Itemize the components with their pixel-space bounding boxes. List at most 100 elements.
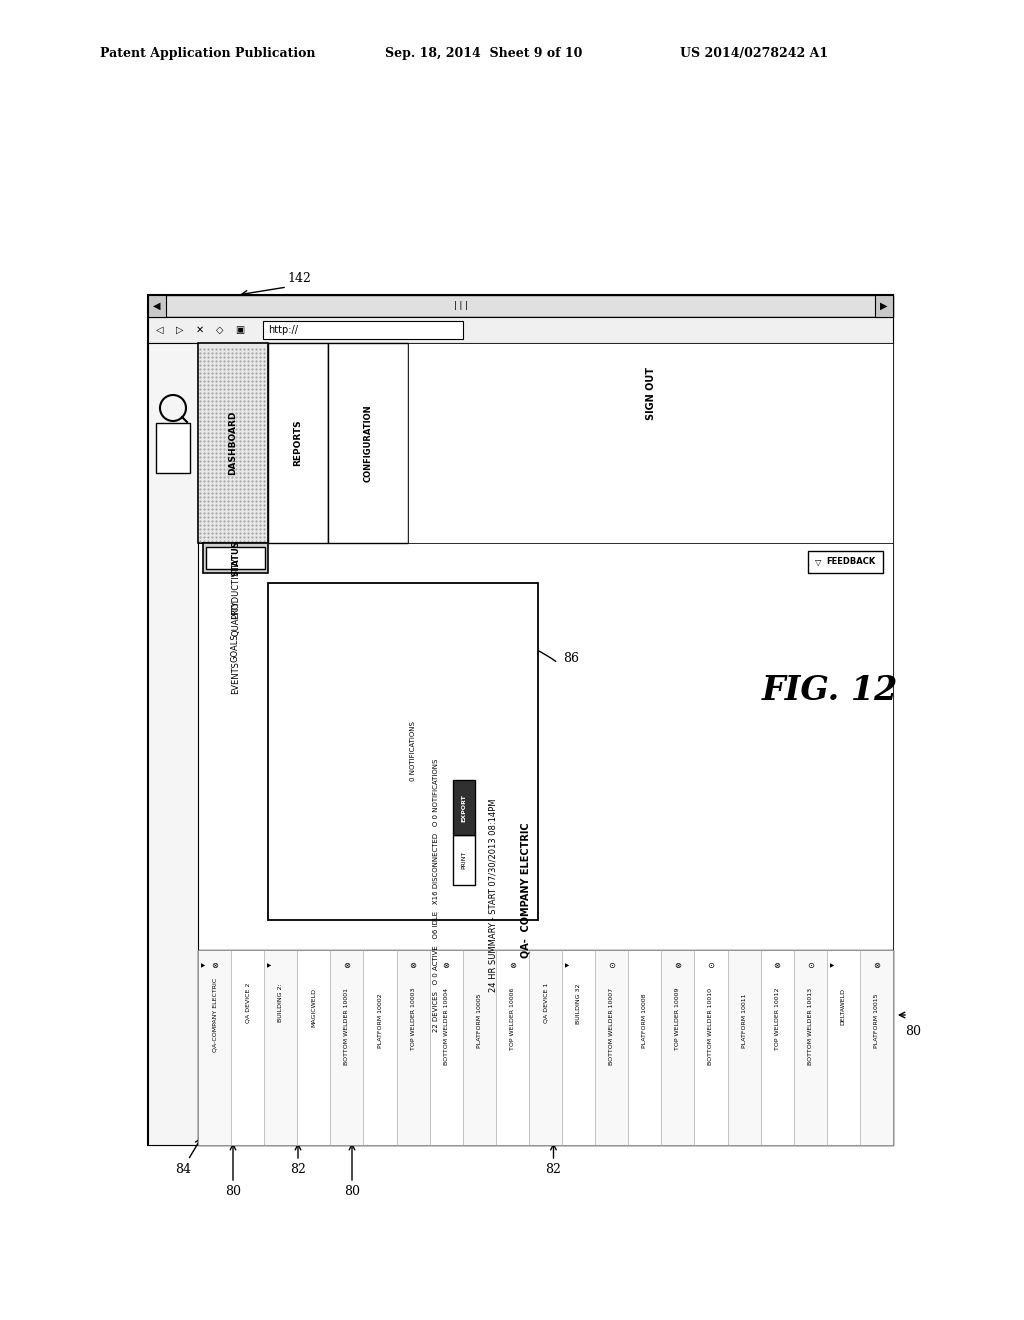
- Bar: [148, 294, 893, 317]
- Text: 82: 82: [546, 1163, 561, 1176]
- Text: PLATFORM 10011: PLATFORM 10011: [741, 993, 746, 1048]
- Text: ▶: ▶: [565, 964, 569, 969]
- Text: ◇: ◇: [216, 325, 224, 335]
- Text: ⊗: ⊗: [410, 961, 417, 970]
- Bar: [206, 546, 265, 569]
- Text: ▶: ▶: [829, 964, 835, 969]
- Text: BOTTOM WELDER 10007: BOTTOM WELDER 10007: [609, 987, 614, 1065]
- Text: PLATFORM 10008: PLATFORM 10008: [642, 993, 647, 1048]
- Bar: [453, 836, 475, 884]
- Text: 80: 80: [344, 1185, 360, 1199]
- Text: 24 HR SUMMARY - START 07/30/2013 08:14PM: 24 HR SUMMARY - START 07/30/2013 08:14PM: [488, 799, 497, 991]
- Text: TOP WELDER 10003: TOP WELDER 10003: [411, 987, 416, 1051]
- Text: ⊙: ⊙: [608, 961, 615, 970]
- Text: BOTTOM WELDER 10013: BOTTOM WELDER 10013: [808, 987, 813, 1065]
- Bar: [198, 343, 268, 543]
- Text: DASHBOARD: DASHBOARD: [228, 411, 238, 475]
- Text: PRINT: PRINT: [462, 851, 467, 869]
- Bar: [794, 950, 826, 1144]
- Text: ⊙: ⊙: [807, 961, 814, 970]
- Bar: [268, 343, 328, 543]
- Text: PLATFORM 10015: PLATFORM 10015: [873, 993, 879, 1048]
- Text: ▶: ▶: [881, 301, 888, 312]
- Bar: [808, 550, 883, 573]
- Bar: [874, 294, 893, 317]
- Text: Patent Application Publication: Patent Application Publication: [100, 46, 315, 59]
- Text: 142: 142: [287, 272, 311, 285]
- Text: DELTAWELD: DELTAWELD: [841, 987, 846, 1026]
- Text: TOP WELDER 10006: TOP WELDER 10006: [510, 987, 515, 1051]
- Text: TOP WELDER 10012: TOP WELDER 10012: [775, 987, 779, 1051]
- Text: REPORTS: REPORTS: [294, 420, 302, 466]
- Text: ▶: ▶: [267, 964, 271, 969]
- Bar: [151, 298, 890, 1142]
- Text: PLATFORM 10005: PLATFORM 10005: [477, 993, 482, 1048]
- Text: FIG. 12: FIG. 12: [762, 673, 898, 706]
- Bar: [268, 583, 538, 920]
- Text: CONFIGURATION: CONFIGURATION: [364, 404, 373, 482]
- Text: EVENTS: EVENTS: [231, 661, 240, 694]
- Text: MAGICWELD: MAGICWELD: [311, 987, 316, 1027]
- Text: QA-COMPANY ELECTRIC: QA-COMPANY ELECTRIC: [212, 978, 217, 1052]
- Bar: [198, 950, 231, 1144]
- Bar: [529, 950, 562, 1144]
- Text: FEEDBACK: FEEDBACK: [826, 557, 876, 566]
- Bar: [463, 950, 496, 1144]
- Bar: [430, 950, 463, 1144]
- Text: BUILDING 2:: BUILDING 2:: [279, 983, 284, 1022]
- Text: 80: 80: [905, 1026, 921, 1038]
- Text: 82: 82: [290, 1163, 306, 1176]
- Text: ◁: ◁: [157, 325, 164, 335]
- Text: STATUS: STATUS: [231, 540, 240, 576]
- Text: ◀: ◀: [154, 301, 161, 312]
- Text: 0 NOTIFICATIONS: 0 NOTIFICATIONS: [410, 722, 416, 781]
- Text: ⊗: ⊗: [211, 961, 218, 970]
- Bar: [297, 950, 331, 1144]
- Text: QA-  COMPANY ELECTRIC: QA- COMPANY ELECTRIC: [520, 822, 530, 958]
- Text: 86: 86: [563, 652, 579, 664]
- Text: 80: 80: [225, 1185, 241, 1199]
- Bar: [328, 343, 408, 543]
- Text: PLATFORM 10002: PLATFORM 10002: [378, 993, 383, 1048]
- Text: ▣: ▣: [236, 325, 245, 335]
- Bar: [364, 950, 396, 1144]
- Bar: [396, 950, 430, 1144]
- Bar: [826, 950, 860, 1144]
- Bar: [694, 950, 727, 1144]
- Bar: [148, 317, 893, 343]
- Text: http://: http://: [268, 325, 298, 335]
- Text: US 2014/0278242 A1: US 2014/0278242 A1: [680, 46, 828, 59]
- Text: SIGN OUT: SIGN OUT: [645, 367, 655, 420]
- Text: 84: 84: [175, 1163, 191, 1176]
- Bar: [198, 950, 893, 1144]
- Bar: [453, 780, 475, 836]
- Text: QA DEVICE 1: QA DEVICE 1: [543, 983, 548, 1023]
- Text: ✕: ✕: [196, 325, 204, 335]
- Text: ⊗: ⊗: [343, 961, 350, 970]
- Text: | | |: | | |: [454, 301, 468, 310]
- Text: BOTTOM WELDER 10010: BOTTOM WELDER 10010: [709, 987, 714, 1065]
- Bar: [496, 950, 529, 1144]
- Bar: [662, 950, 694, 1144]
- Text: ⊗: ⊗: [872, 961, 880, 970]
- Text: BOTTOM WELDER 10001: BOTTOM WELDER 10001: [344, 987, 349, 1065]
- Text: TOP WELDER 10009: TOP WELDER 10009: [676, 987, 680, 1051]
- Text: GOALS: GOALS: [231, 634, 240, 663]
- Bar: [595, 950, 629, 1144]
- Bar: [761, 950, 794, 1144]
- Text: QA DEVICE 2: QA DEVICE 2: [245, 983, 250, 1023]
- Bar: [264, 950, 297, 1144]
- Text: ⊗: ⊗: [675, 961, 681, 970]
- Text: ⊗: ⊗: [442, 961, 450, 970]
- Text: 22 DEVICES   O 0 ACTIVE   O6 IDLE   X16 DISCONNECTED   O 0 NOTIFICATIONS: 22 DEVICES O 0 ACTIVE O6 IDLE X16 DISCON…: [433, 758, 439, 1032]
- Text: EXPORT: EXPORT: [462, 795, 467, 822]
- Bar: [408, 343, 893, 543]
- Bar: [629, 950, 662, 1144]
- Text: BUILDING 32: BUILDING 32: [577, 983, 581, 1023]
- Bar: [727, 950, 761, 1144]
- Bar: [156, 422, 190, 473]
- Bar: [263, 321, 463, 339]
- Text: Sep. 18, 2014  Sheet 9 of 10: Sep. 18, 2014 Sheet 9 of 10: [385, 46, 583, 59]
- Bar: [148, 343, 198, 1144]
- Bar: [562, 950, 595, 1144]
